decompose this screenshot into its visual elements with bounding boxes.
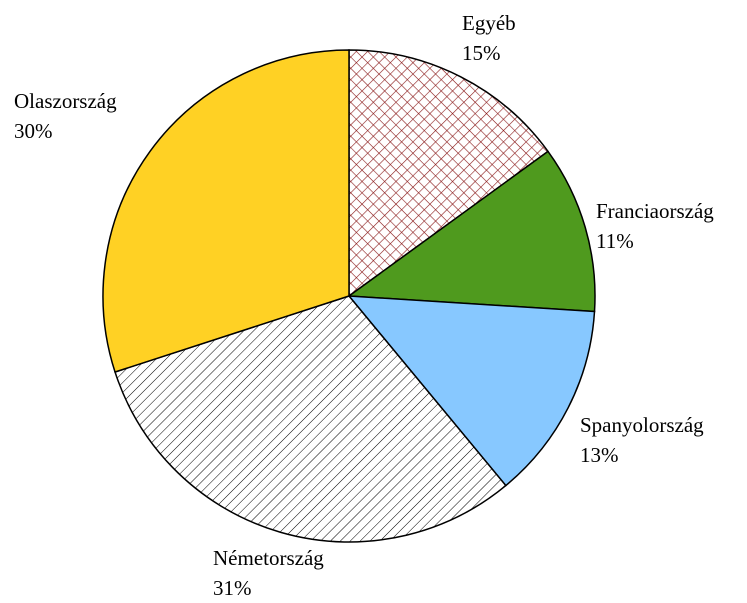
slice-label: Olaszország (14, 89, 117, 113)
pie-slice (346, 150, 596, 313)
slice-label: Franciaország (596, 199, 714, 223)
slice-value-label: 15% (462, 41, 501, 65)
pie-slice (114, 295, 507, 543)
slice-label: Németország (213, 546, 324, 570)
slice-label: Egyéb (462, 11, 516, 35)
slice-value-label: 31% (213, 576, 252, 600)
slice-value-label: 13% (580, 443, 619, 467)
pie-slice (348, 49, 550, 298)
slice-label: Spanyolország (580, 413, 704, 437)
slice-value-label: 11% (596, 229, 634, 253)
pie-slice (102, 49, 350, 373)
slice-value-label: 30% (14, 119, 53, 143)
pie-slice (347, 295, 596, 487)
